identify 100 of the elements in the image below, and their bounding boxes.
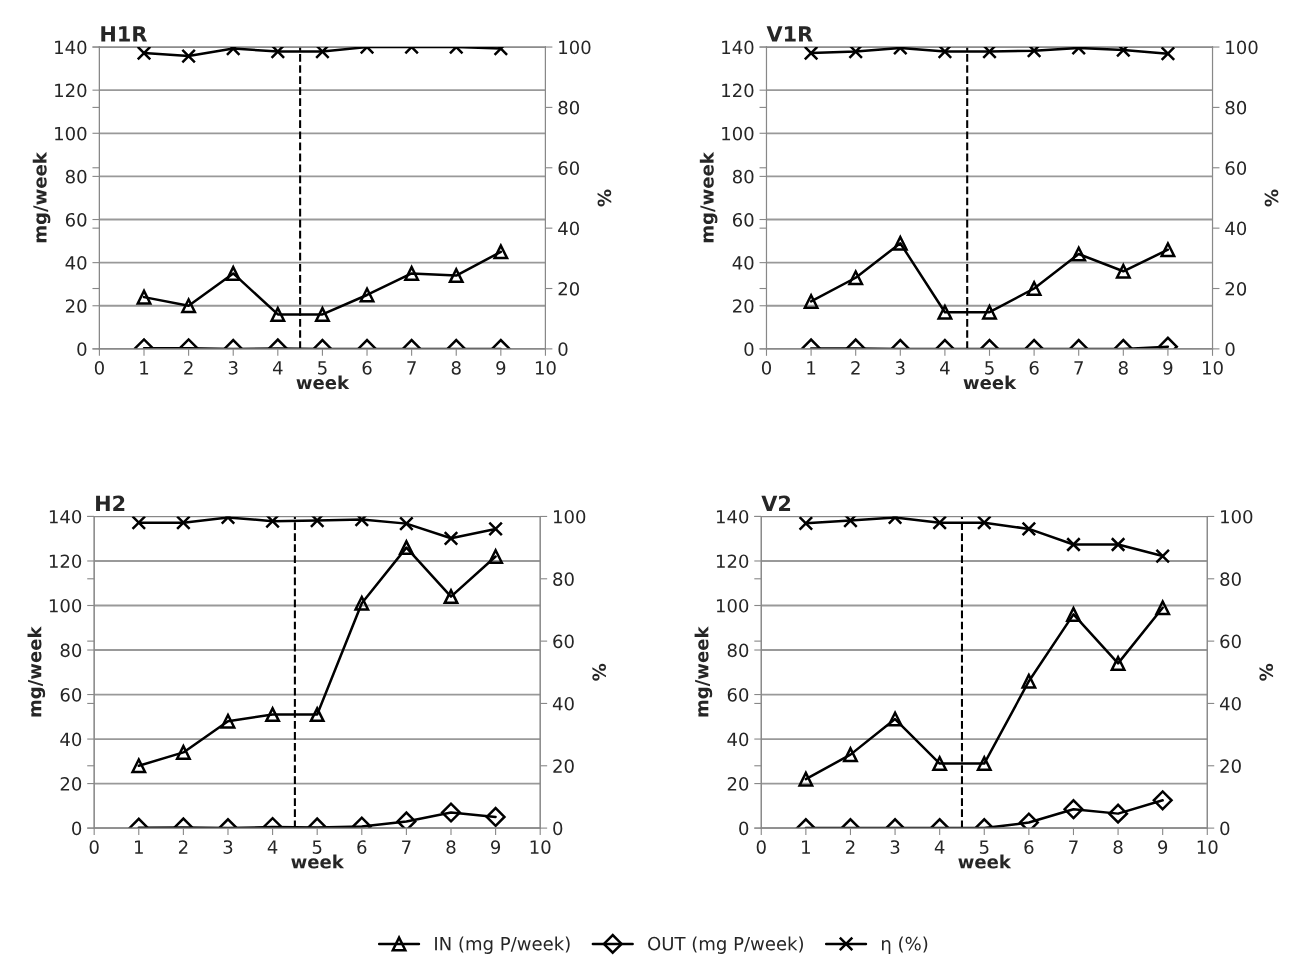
x-tick-label: 0: [94, 361, 104, 375]
x-tick-label: 0: [756, 840, 766, 854]
x-tick-label: 4: [272, 361, 283, 375]
y2-axis-title: %: [597, 189, 612, 207]
x-tick-label: 10: [1203, 361, 1223, 375]
point: [1018, 812, 1039, 829]
point: [932, 756, 948, 772]
y2-tick-label: 60: [558, 161, 580, 175]
point: [1155, 600, 1171, 616]
y2-axis-title: %: [1264, 189, 1279, 207]
point: [131, 758, 147, 774]
x-tick-label: 3: [895, 361, 905, 375]
y-tick-label: 60: [60, 688, 82, 702]
point: [485, 806, 506, 828]
y2-tick-label: 0: [553, 821, 563, 836]
x-tick-label: 5: [318, 361, 327, 375]
y-tick-label: 20: [60, 777, 82, 791]
y-tick-label: 80: [60, 643, 82, 658]
x-tick-label: 6: [1024, 840, 1034, 854]
y-tick-label: 20: [733, 299, 754, 313]
point: [1063, 799, 1084, 820]
x-tick-label: 10: [530, 840, 551, 854]
x-tick-label: 9: [1163, 361, 1173, 375]
point: [1065, 606, 1081, 622]
y2-tick-label: 0: [1225, 342, 1235, 356]
x-tick-label: 0: [761, 361, 772, 375]
chart-title: V1R: [766, 26, 813, 42]
chart-title: H1R: [101, 26, 147, 42]
y-tick-label: 140: [716, 509, 749, 524]
point: [887, 711, 903, 727]
x-tick-label: 7: [1074, 361, 1083, 375]
y-tick-label: 120: [55, 83, 87, 98]
x-tick-label: 9: [496, 361, 506, 375]
x-axis-title: week: [963, 375, 1017, 390]
x-tick-label: 1: [807, 361, 816, 375]
y2-tick-label: 0: [1220, 821, 1230, 836]
y-tick-label: 80: [65, 169, 87, 184]
x-tick-label: 1: [135, 840, 143, 854]
y-tick-label: 0: [77, 342, 87, 356]
chart-title: H2: [96, 495, 125, 511]
y2-tick-label: 20: [1225, 281, 1247, 296]
y2-tick-label: 60: [553, 634, 574, 649]
point: [265, 707, 281, 723]
y2-tick-label: 100: [1221, 509, 1253, 524]
x-tick-label: 4: [267, 840, 278, 854]
y2-tick-label: 40: [1219, 696, 1241, 711]
y-tick-label: 40: [60, 732, 82, 747]
y-tick-label: 100: [55, 126, 87, 141]
y2-tick-label: 80: [1220, 572, 1241, 586]
y-axis-title: mg/week: [27, 626, 46, 717]
y-tick-label: 120: [716, 554, 749, 569]
y-tick-label: 20: [65, 299, 87, 313]
point: [398, 540, 414, 556]
x-tick-label: 7: [407, 361, 416, 375]
y2-tick-label: 60: [1225, 161, 1247, 175]
point: [1021, 673, 1037, 689]
y-axis-title: mg/week: [694, 626, 713, 717]
x-tick-label: 10: [1197, 840, 1218, 854]
point: [175, 744, 191, 760]
y2-tick-label: 20: [1220, 759, 1241, 773]
y-tick-label: 20: [727, 777, 749, 791]
x-tick-label: 2: [184, 361, 193, 375]
point: [220, 713, 236, 729]
x-tick-label: 8: [1118, 361, 1128, 375]
x-axis-title: week: [958, 854, 1012, 869]
x-tick-label: 6: [1029, 361, 1039, 375]
y-tick-label: 60: [727, 688, 749, 702]
point: [440, 802, 462, 823]
x-tick-label: 8: [1113, 840, 1123, 854]
point: [443, 589, 459, 605]
y-tick-label: 100: [722, 126, 754, 141]
point: [1107, 803, 1129, 824]
x-tick-label: 1: [140, 361, 149, 375]
chart-title: V2: [761, 495, 791, 511]
y-tick-label: 40: [65, 256, 87, 270]
x-tick-label: 5: [312, 840, 322, 854]
point: [396, 811, 417, 829]
y-tick-label: 100: [716, 598, 749, 613]
point: [798, 771, 814, 787]
y2-tick-label: 0: [558, 342, 568, 356]
x-tick-label: 4: [934, 840, 945, 854]
y-tick-label: 40: [732, 256, 754, 270]
point: [976, 756, 992, 772]
y-tick-label: 80: [727, 643, 749, 658]
point: [354, 595, 370, 611]
y2-axis-title: %: [1259, 663, 1274, 681]
y-tick-label: 40: [727, 732, 749, 747]
y2-tick-label: 60: [1220, 634, 1241, 649]
point: [1110, 655, 1126, 671]
x-axis-title: week: [296, 375, 350, 390]
y2-tick-label: 20: [558, 281, 580, 296]
x-tick-label: 2: [851, 361, 860, 375]
point: [488, 549, 504, 565]
x-tick-label: 3: [223, 840, 233, 854]
x-tick-label: 7: [402, 840, 411, 854]
y2-tick-label: 100: [1226, 40, 1258, 55]
point: [1152, 790, 1173, 811]
y-tick-label: 100: [49, 598, 82, 613]
y-tick-label: 140: [49, 509, 82, 524]
x-tick-label: 9: [490, 840, 501, 854]
